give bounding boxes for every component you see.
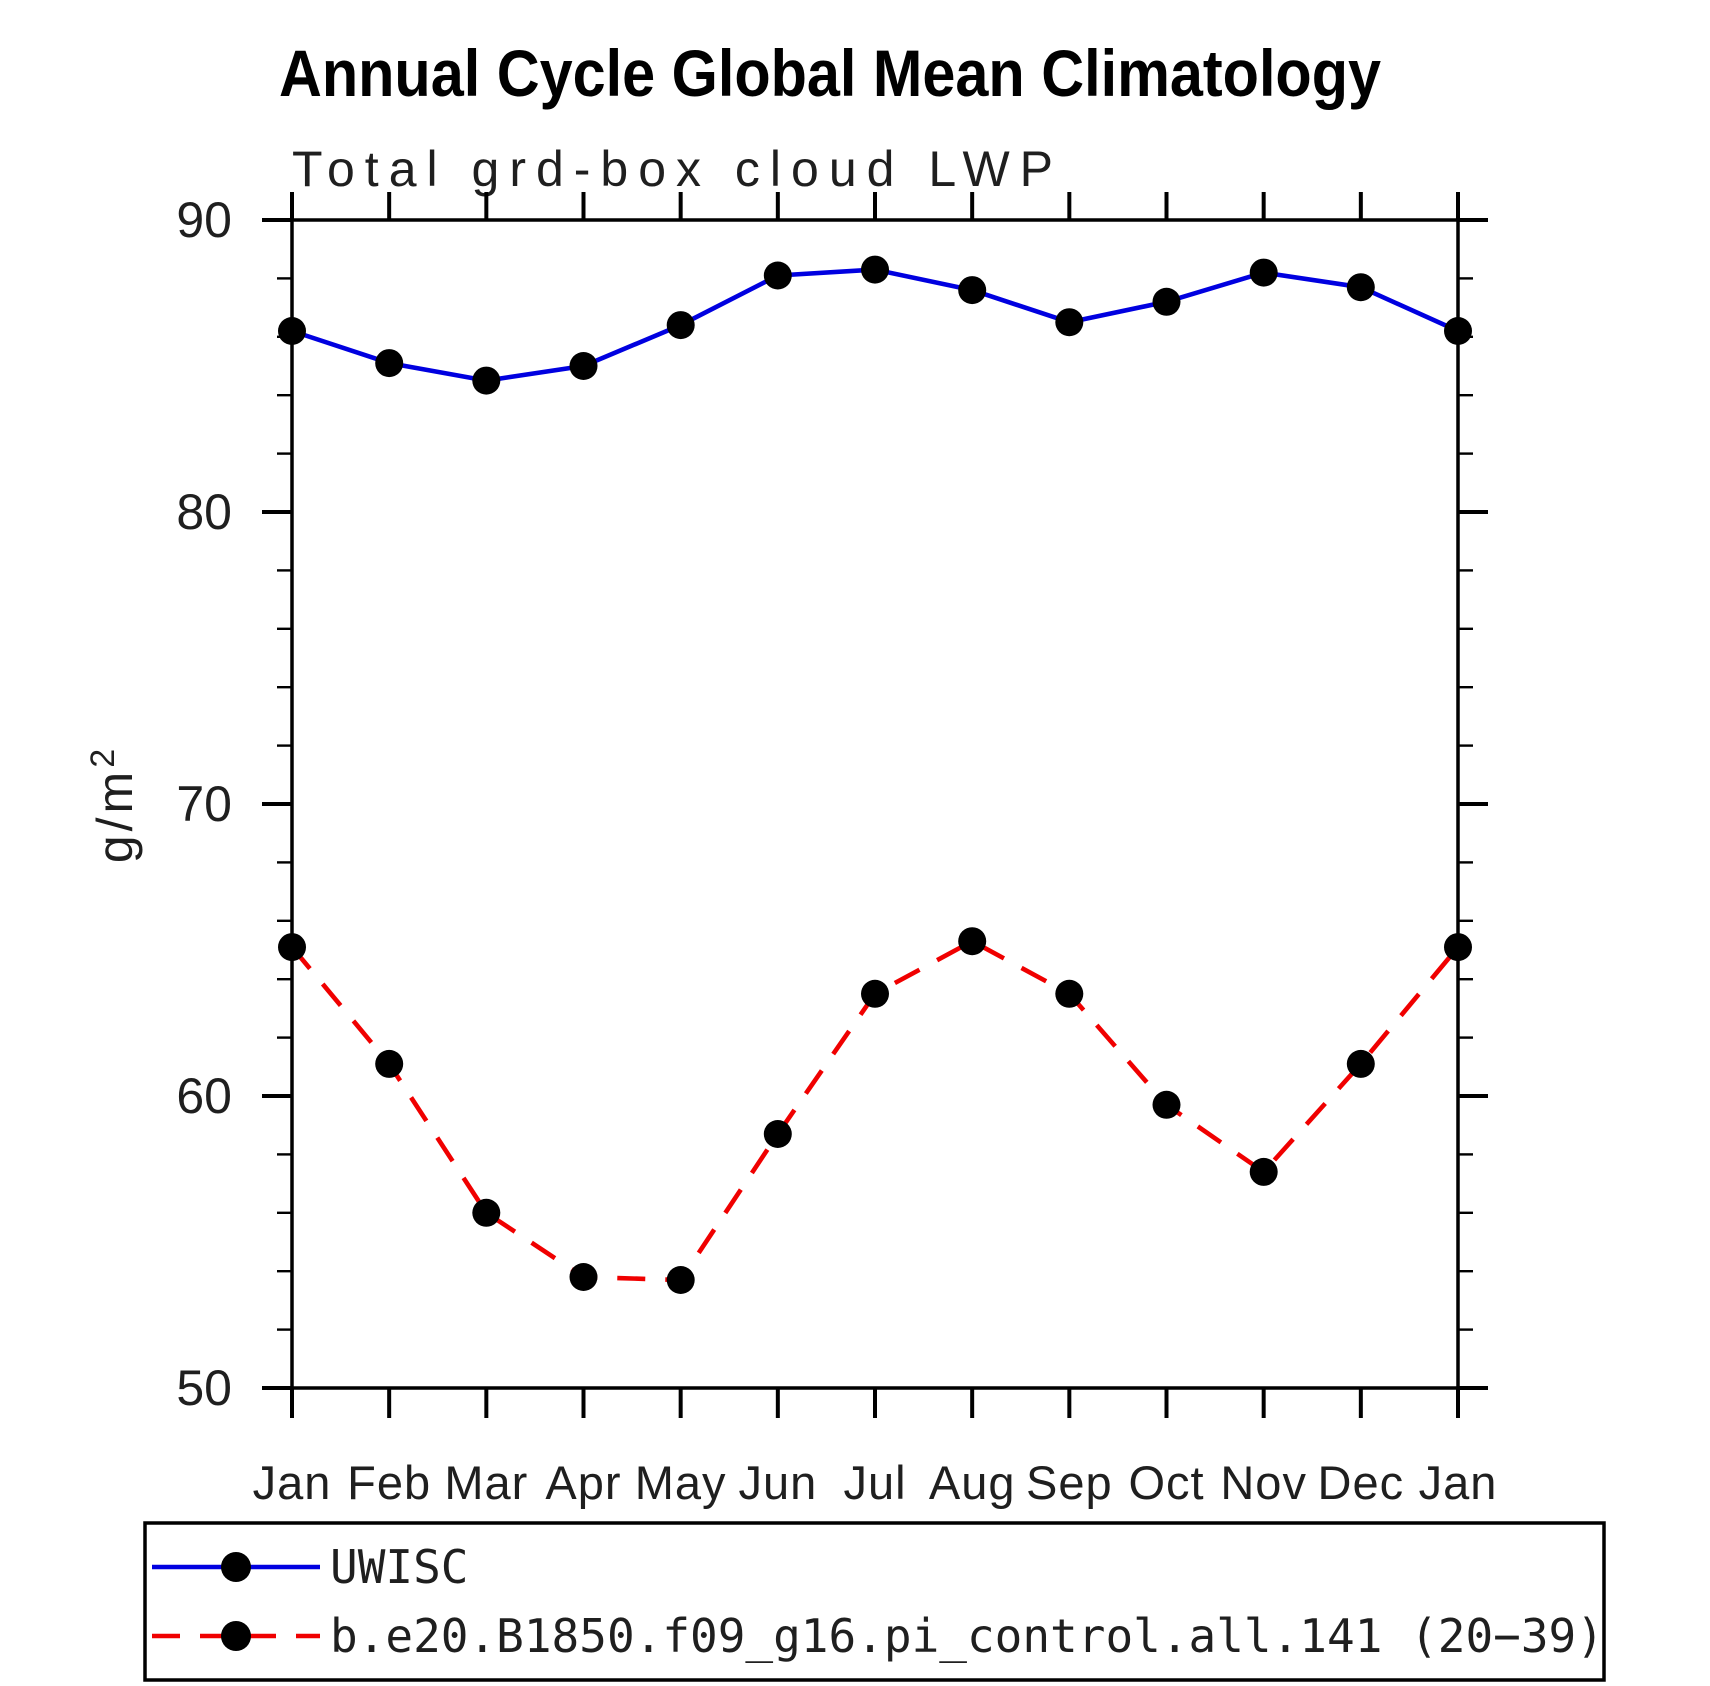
data-point-uwisc <box>763 261 792 290</box>
y-axis-label-exponent: 2 <box>84 745 122 768</box>
data-point-model <box>666 1266 695 1294</box>
legend-marker-dot <box>221 1552 251 1582</box>
x-tick-label: May <box>635 1456 727 1509</box>
chart-title: Annual Cycle Global Mean Climatology <box>279 37 1381 111</box>
x-tick-label: Nov <box>1220 1456 1307 1509</box>
legend-label-uwisc: UWISC <box>330 1540 468 1594</box>
x-tick-label: Oct <box>1128 1456 1204 1509</box>
y-axis-label: g/m2 <box>84 745 143 863</box>
data-point-uwisc <box>1444 317 1472 345</box>
legend-item-uwisc: UWISC <box>152 1540 468 1594</box>
data-point-model <box>1444 933 1472 962</box>
legend-box <box>143 1521 1606 1682</box>
data-point-model <box>861 979 889 1008</box>
data-point-uwisc <box>958 276 987 305</box>
data-point-model <box>472 1198 501 1227</box>
data-point-uwisc <box>1055 308 1084 337</box>
data-point-uwisc <box>569 352 598 380</box>
y-tick-label: 90 <box>176 192 232 248</box>
data-point-model <box>1346 1049 1375 1078</box>
data-point-uwisc <box>1152 287 1181 316</box>
x-tick-label: Jun <box>738 1456 817 1509</box>
plot-box <box>290 218 1460 1390</box>
legend-label-model: b.e20.B1850.f09_g16.pi_control.all.141 (… <box>330 1609 1604 1663</box>
y-axis-label-base: g/m <box>87 768 143 863</box>
data-point-model <box>1055 979 1084 1008</box>
data-point-uwisc <box>278 317 306 345</box>
x-tick-label: Feb <box>347 1456 431 1509</box>
x-tick-label: Dec <box>1318 1456 1405 1509</box>
series-line-uwisc <box>291 267 1459 383</box>
data-point-uwisc <box>472 366 501 395</box>
x-tick-label: Aug <box>929 1456 1016 1509</box>
data-point-model <box>278 933 306 962</box>
data-point-model <box>1152 1090 1181 1119</box>
data-point-uwisc <box>375 349 404 378</box>
y-tick-label: 70 <box>176 776 232 832</box>
data-point-uwisc <box>666 311 695 340</box>
data-point-uwisc <box>861 255 889 284</box>
data-point-uwisc <box>1346 273 1375 302</box>
data-point-model <box>958 927 987 956</box>
x-tick-label: Mar <box>444 1456 528 1509</box>
data-point-uwisc <box>1249 258 1278 287</box>
x-tick-label: Apr <box>545 1456 621 1509</box>
y-tick-label: 80 <box>176 484 232 540</box>
x-tick-label: Jan <box>253 1456 332 1509</box>
plot-area: Jan Feb Mar Apr May Jun Jul Aug Sep Oct Nov Dec Jan 9… <box>176 192 1498 1509</box>
y-tick-label: 50 <box>176 1360 232 1416</box>
y-tick-label: 60 <box>176 1068 232 1124</box>
legend-marker-dot <box>221 1621 251 1651</box>
legend: UWISC b.e20.B1850.f09_g16.pi_control.all… <box>143 1521 1606 1682</box>
data-point-model <box>375 1049 404 1078</box>
data-point-model <box>1249 1157 1278 1186</box>
legend-item-model: b.e20.B1850.f09_g16.pi_control.all.141 (… <box>152 1609 1604 1663</box>
x-tick-label: Jul <box>843 1456 906 1509</box>
data-point-model <box>763 1120 792 1148</box>
x-tick-label: Sep <box>1026 1456 1113 1509</box>
data-point-model <box>569 1263 598 1291</box>
chart-subtitle: Total grd-box cloud LWP <box>292 141 1063 197</box>
x-tick-label: Jan <box>1419 1456 1498 1509</box>
